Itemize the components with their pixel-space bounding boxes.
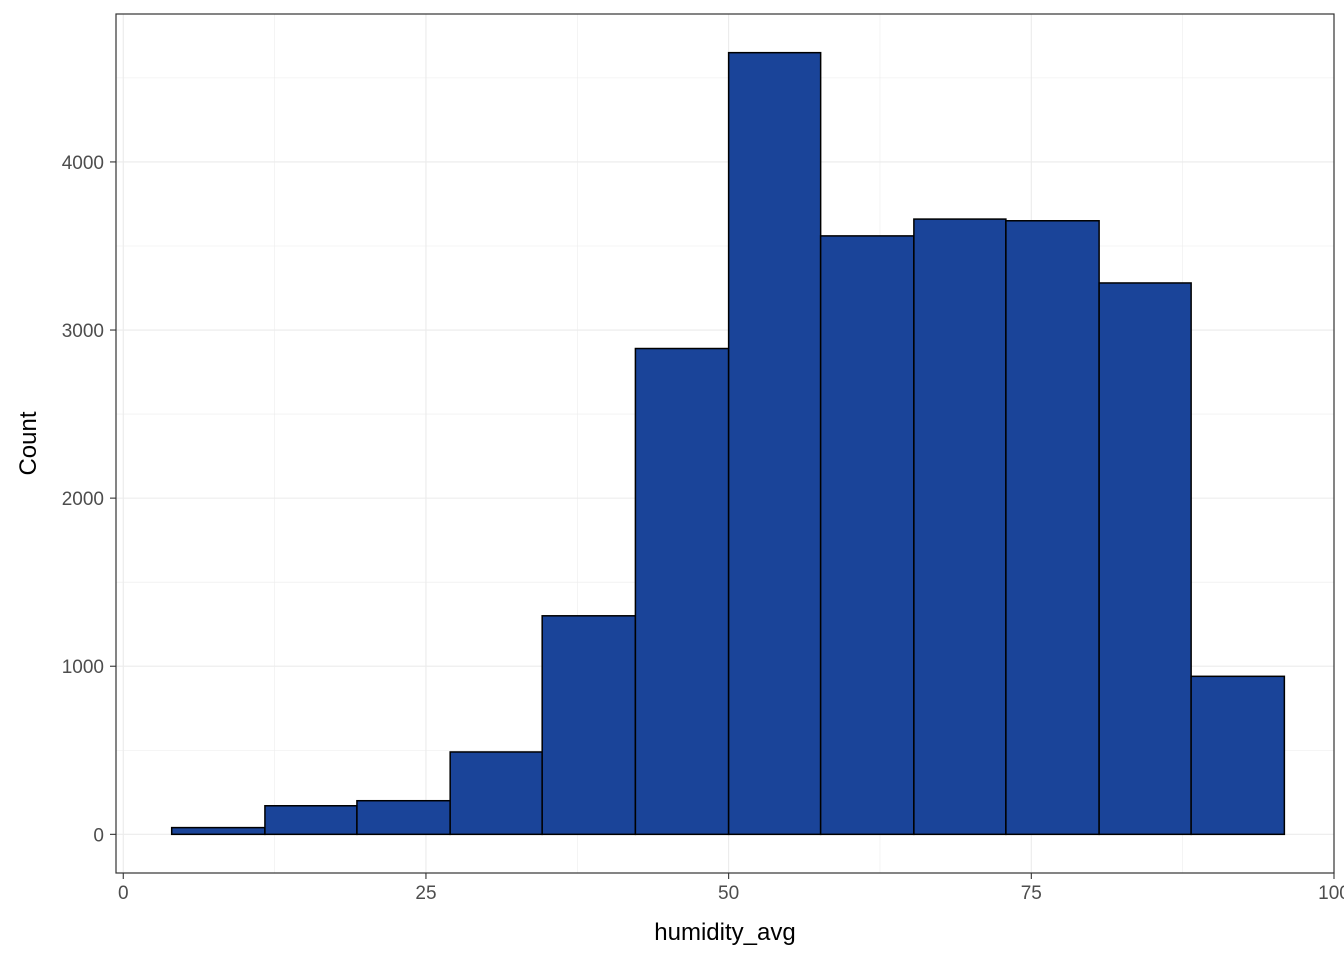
x-tick-label: 75 — [1021, 883, 1042, 904]
x-tick-label: 25 — [415, 883, 436, 904]
x-axis-title: humidity_avg — [654, 919, 795, 946]
histogram-bar — [170, 826, 266, 836]
x-axis-ticks: 0 25 50 75 100 — [118, 873, 1344, 904]
histogram-bar — [356, 799, 451, 836]
histogram-bar — [1098, 282, 1192, 836]
y-tick-label: 3000 — [62, 321, 104, 342]
histogram-bar — [819, 235, 915, 836]
histogram-bar — [1190, 675, 1286, 836]
histogram-bar — [541, 615, 637, 836]
y-tick-label: 4000 — [62, 153, 104, 174]
histogram-bar — [264, 805, 358, 836]
x-tick-label: 100 — [1318, 883, 1344, 904]
y-tick-label: 0 — [93, 825, 104, 846]
x-tick-label: 0 — [118, 883, 129, 904]
y-tick-label: 1000 — [62, 657, 104, 678]
panel-border — [115, 13, 1335, 874]
histogram-bar — [1005, 220, 1100, 836]
histogram-bar — [913, 218, 1007, 836]
y-tick-label: 2000 — [62, 489, 104, 510]
histogram-bar — [727, 51, 822, 836]
histogram-bar — [449, 751, 543, 836]
x-tick-label: 50 — [718, 883, 739, 904]
y-axis-ticks: 0 1000 2000 3000 4000 — [62, 153, 116, 846]
y-axis-title: Count — [15, 411, 42, 475]
histogram-bar — [634, 347, 730, 836]
histogram-bars — [170, 51, 1286, 836]
